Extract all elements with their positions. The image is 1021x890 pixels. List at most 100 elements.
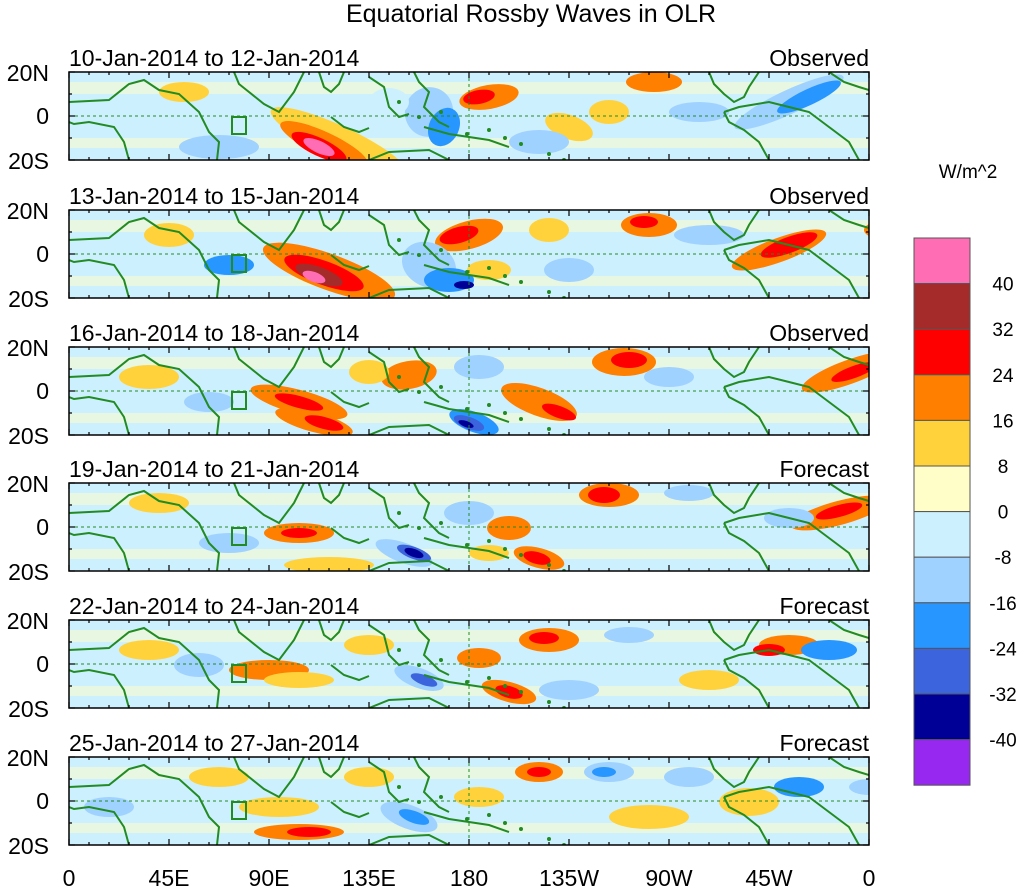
- coastline: [828, 347, 869, 366]
- tick-marks: [68, 482, 870, 572]
- panel-status: Forecast: [780, 593, 870, 619]
- coastline: [519, 142, 523, 146]
- latitude-tick-label: 0: [36, 788, 49, 814]
- region-box: [231, 391, 247, 410]
- anomaly-contour: [369, 88, 409, 116]
- anomaly-contour: [119, 365, 179, 389]
- coastline: [69, 626, 221, 708]
- tick-marks: [68, 209, 870, 299]
- coastline: [465, 132, 469, 136]
- colorbar-swatch: [913, 647, 971, 695]
- coastline: [465, 680, 469, 684]
- coastline: [423, 126, 510, 148]
- coastline: [368, 696, 450, 708]
- coastline: [413, 347, 450, 403]
- panel-date-range: 16-Jan-2014 to 18-Jan-2014: [69, 320, 359, 346]
- anomaly-contour: [529, 218, 569, 242]
- anomaly-contour: [119, 640, 179, 660]
- colorbar-tick-label: 32: [992, 320, 1013, 341]
- coastline: [519, 417, 523, 421]
- coastline: [397, 375, 401, 379]
- colorbar-swatch: [913, 328, 971, 376]
- latitude-tick-label: 20S: [8, 286, 49, 312]
- anomaly-contour: [427, 107, 461, 147]
- coastline: [708, 347, 760, 379]
- anomaly-contour: [281, 528, 317, 538]
- colorbar-swatch: [913, 419, 971, 467]
- anomaly-contour: [69, 138, 869, 148]
- coastline: [439, 248, 443, 252]
- coastline: [503, 684, 507, 688]
- anomaly-contour: [184, 392, 234, 412]
- coastline: [503, 136, 507, 140]
- latitude-tick-label: 20N: [7, 60, 49, 86]
- coastline: [318, 757, 345, 779]
- coastline: [368, 76, 410, 119]
- latitude-tick-label: 0: [36, 651, 49, 677]
- latitude-tick-label: 20N: [7, 471, 49, 497]
- anomaly-contour: [849, 779, 869, 795]
- colorbar-tick-label: 40: [992, 275, 1013, 296]
- longitude-tick-label: 180: [450, 865, 488, 890]
- region-box: [231, 116, 247, 135]
- coastline: [465, 407, 469, 411]
- anomaly-contour: [619, 511, 719, 535]
- colorbar-swatch: [913, 511, 971, 558]
- anomaly-contour: [801, 640, 857, 660]
- coastline: [465, 543, 469, 547]
- region-box: [231, 527, 247, 546]
- coastline: [318, 483, 345, 505]
- coastline: [487, 676, 491, 680]
- colorbar-swatch: [913, 556, 971, 604]
- anomaly-contour: [344, 767, 394, 787]
- coastline: [547, 290, 551, 294]
- coastline: [413, 72, 450, 128]
- tick-marks: [68, 346, 870, 436]
- anomaly-contour: [539, 680, 599, 700]
- coastline: [233, 483, 305, 525]
- latitude-tick-label: 0: [36, 103, 49, 129]
- anomaly-contour: [189, 767, 249, 787]
- anomaly-contour: [588, 487, 620, 503]
- coastline: [503, 547, 507, 551]
- olr-anomaly-field: [69, 347, 869, 435]
- colorbar-tick-label: -8: [995, 548, 1012, 569]
- coastline: [487, 403, 491, 407]
- anomaly-contour: [144, 223, 194, 247]
- colorbar-tick-label: -32: [989, 685, 1016, 706]
- anomaly-contour: [669, 102, 729, 122]
- colorbar-swatch: [913, 283, 971, 330]
- anomaly-contour: [592, 767, 616, 777]
- map-panel: 10-Jan-2014 to 12-Jan-2014 Observed 20N 0 20…: [7, 45, 929, 174]
- coastline: [413, 620, 450, 676]
- latitude-tick-label: 20S: [8, 833, 49, 859]
- coastline: [828, 72, 869, 91]
- coastline: [487, 813, 491, 817]
- coastline: [233, 72, 305, 114]
- anomaly-contour: [523, 551, 551, 565]
- coastline: [723, 648, 860, 708]
- anomaly-contour: [589, 100, 629, 124]
- coastline: [439, 110, 443, 114]
- coastline: [368, 423, 450, 435]
- panel-date-range: 22-Jan-2014 to 24-Jan-2014: [69, 593, 359, 619]
- anomaly-contour: [509, 130, 569, 154]
- coastline: [465, 270, 469, 274]
- anomaly-contour: [889, 82, 929, 102]
- anomaly-contour: [495, 685, 523, 699]
- coastline: [519, 280, 523, 284]
- coastline: [413, 210, 450, 266]
- coastline: [318, 620, 345, 642]
- colorbar: W/m^2 40 32 24 16 8 0 -8 -16 -24 -32 -40: [913, 162, 1017, 786]
- coastline: [233, 347, 305, 389]
- anomaly-contour: [398, 809, 430, 825]
- longitude-tick-label: 45W: [745, 865, 793, 890]
- coastline: [368, 833, 450, 845]
- coastline: [439, 521, 443, 525]
- coastline: [368, 559, 450, 571]
- latitude-tick-label: 20N: [7, 745, 49, 771]
- coastline: [503, 411, 507, 415]
- anomaly-contour: [264, 672, 334, 688]
- latitude-tick-label: 20S: [8, 148, 49, 174]
